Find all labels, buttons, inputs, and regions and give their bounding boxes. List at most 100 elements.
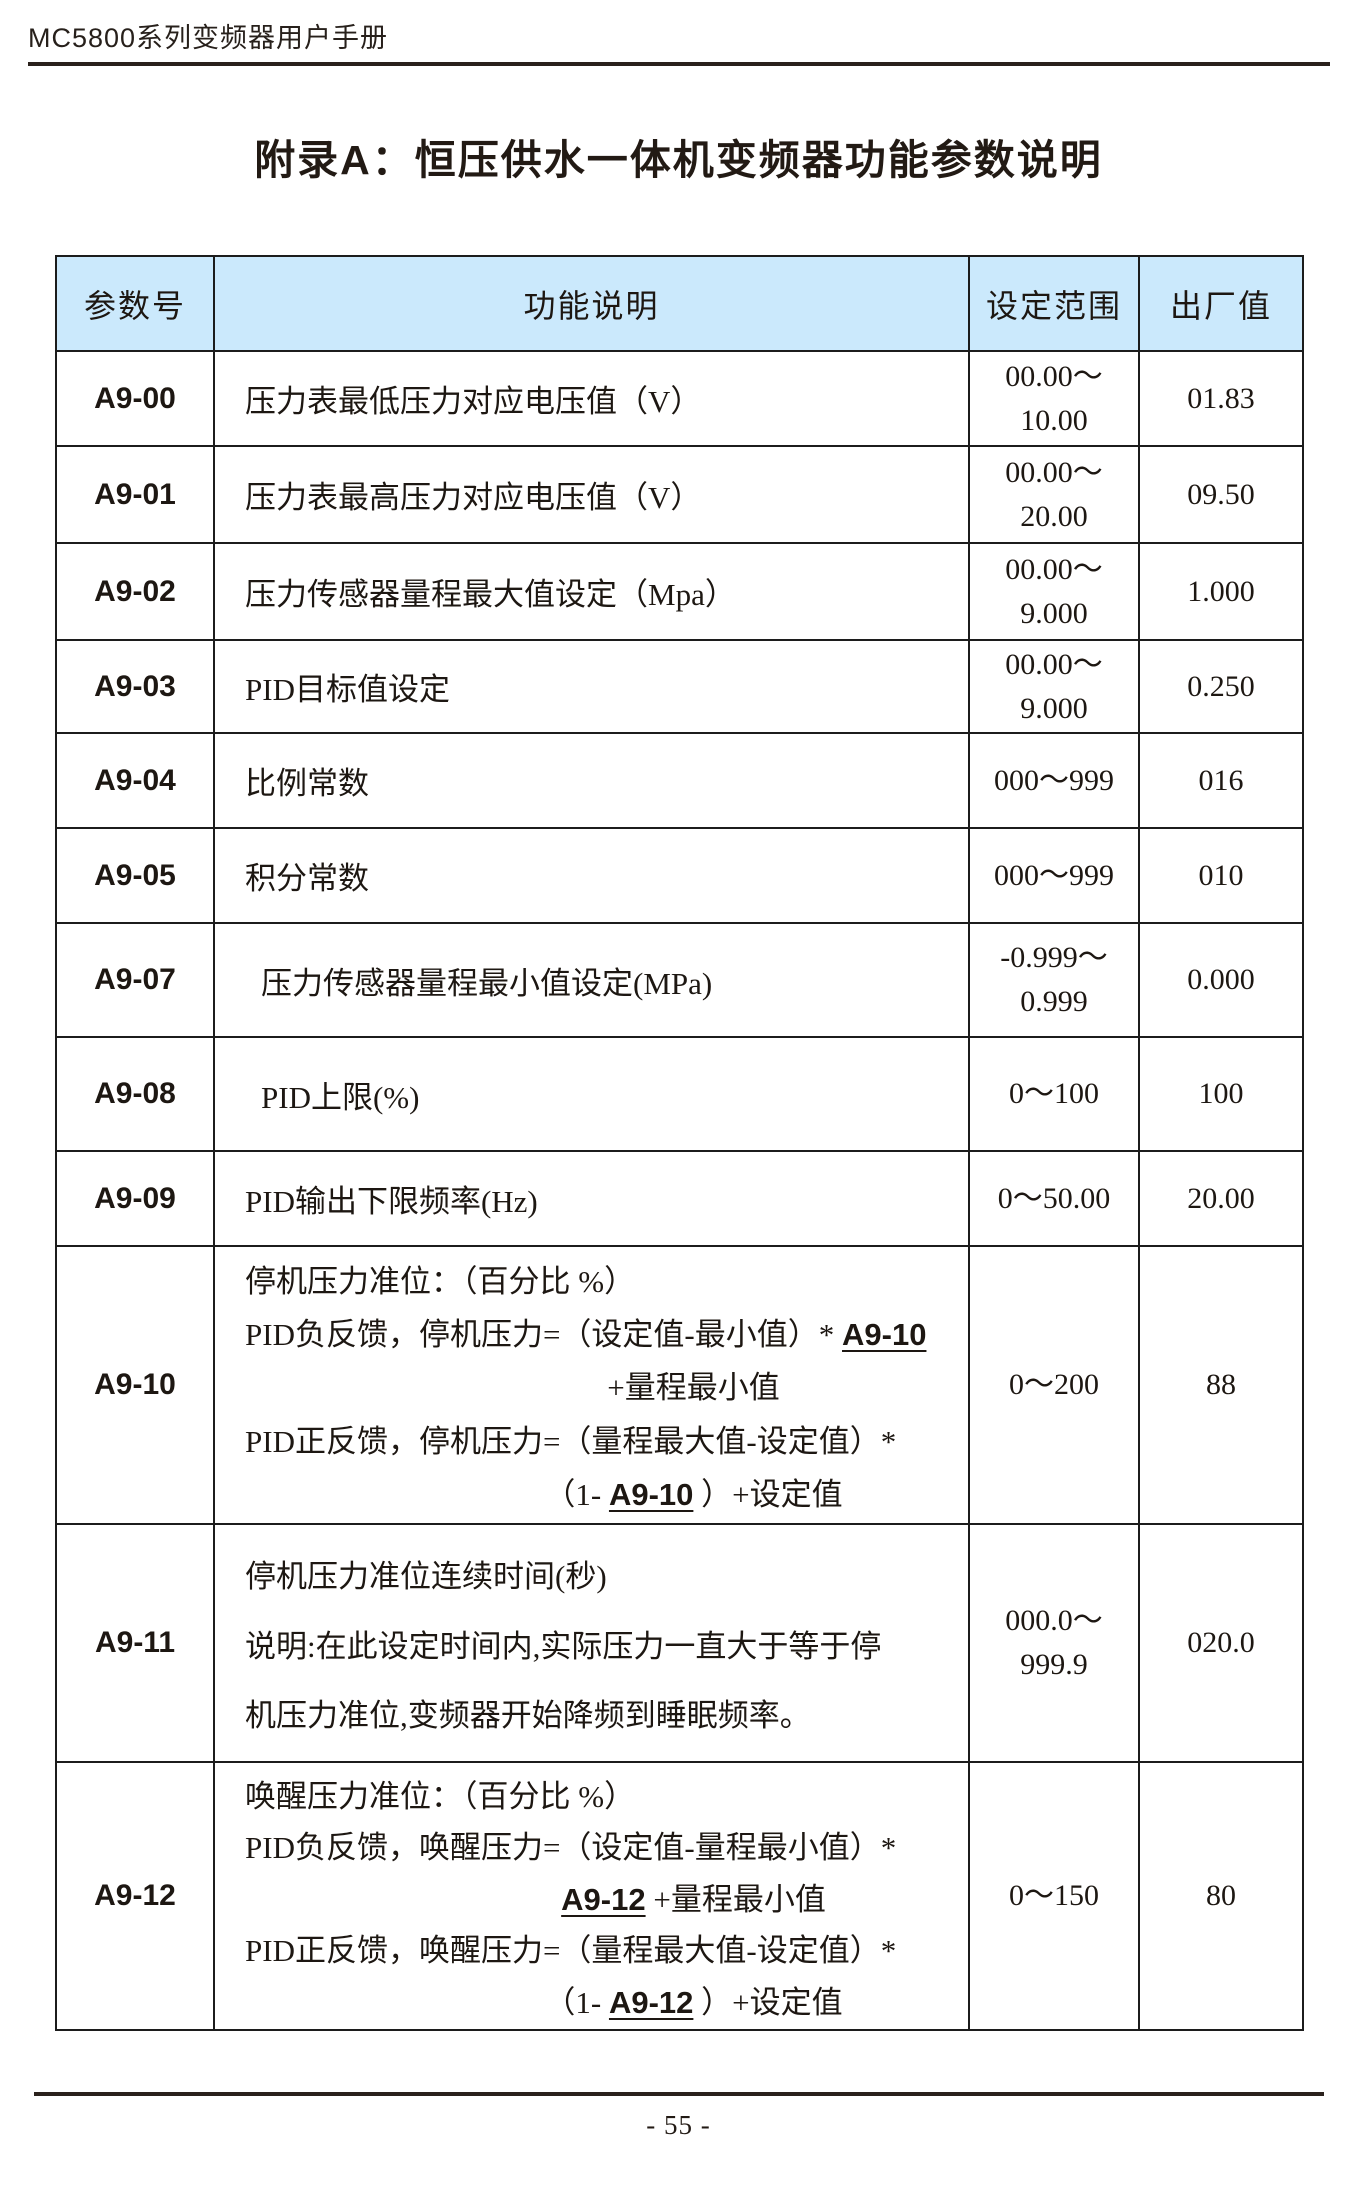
table-row: A9-11 停机压力准位连续时间(秒) 说明:在此设定时间内,实际压力一直大于等于停…	[55, 1523, 1304, 1763]
param-id-cell: A9-02	[55, 542, 215, 641]
setting-range-cell: 000.0～ 999.9	[968, 1523, 1140, 1763]
function-desc-line: PID正反馈，停机压力=（量程最大值-设定值）*	[215, 1416, 968, 1461]
default-value-cell: 20.00	[1138, 1150, 1304, 1247]
function-desc-line: PID目标值设定	[215, 664, 968, 709]
setting-range-line: 0～50.00	[997, 1181, 1111, 1215]
setting-range-cell: 00.00～ 20.00	[968, 445, 1140, 544]
setting-range-line: 00.00～	[1005, 455, 1103, 489]
function-desc-cell: PID目标值设定	[213, 639, 970, 734]
setting-range-line: 000.0～	[1005, 1604, 1103, 1637]
default-value-cell: 016	[1138, 732, 1304, 829]
param-cross-reference: A9-12	[608, 1984, 694, 2020]
footer-divider	[34, 2092, 1324, 2096]
desc-text: ）+设定值	[693, 1476, 843, 1512]
param-id-cell: A9-10	[55, 1245, 215, 1525]
setting-range-cell: 0～100	[968, 1036, 1140, 1152]
desc-text: PID负反馈，唤醒压力=（设定值-量程最小值）*	[245, 1830, 897, 1865]
function-desc-line: 停机压力准位：（百分比 %）	[215, 1256, 968, 1301]
function-desc-line: 压力表最高压力对应电压值（V）	[215, 472, 968, 517]
function-desc-cell: PID上限(%)	[213, 1036, 970, 1152]
param-id-cell: A9-01	[55, 445, 215, 544]
table-row: A9-10 停机压力准位：（百分比 %） PID负反馈，停机压力=（设定值-最小值）…	[55, 1245, 1304, 1525]
column-header-function-desc: 功能说明	[213, 255, 970, 352]
setting-range-cell: 00.00～ 9.000	[968, 542, 1140, 641]
desc-text: PID上限(%)	[261, 1079, 420, 1115]
table-row: A9-09 PID输出下限频率(Hz) 0～50.00 20.00	[55, 1150, 1304, 1247]
param-id-cell: A9-04	[55, 732, 215, 829]
desc-text: +量程最小值	[607, 1370, 780, 1406]
desc-text: PID输出下限频率(Hz)	[245, 1184, 538, 1219]
function-desc-line: 压力传感器量程最大值设定（Mpa）	[215, 569, 968, 614]
table-row: A9-04 比例常数 000～999 016	[55, 732, 1304, 829]
desc-text: 压力传感器量程最小值设定(MPa)	[261, 965, 713, 1001]
table-row: A9-00 压力表最低压力对应电压值（V） 00.00～ 10.00 01.83	[55, 350, 1304, 447]
table-row: A9-07 压力传感器量程最小值设定(MPa) -0.999～ 0.999 0.000	[55, 922, 1304, 1038]
table-row: A9-01 压力表最高压力对应电压值（V） 00.00～ 20.00 09.50	[55, 445, 1304, 544]
function-desc-line: 压力传感器量程最小值设定(MPa)	[215, 958, 968, 1003]
desc-text: ）+设定值	[693, 1984, 843, 2020]
function-desc-cell: 唤醒压力准位：（百分比 %） PID负反馈，唤醒压力=（设定值-量程最小值）* A9…	[213, 1761, 970, 2031]
function-desc-cell: 积分常数	[213, 827, 970, 924]
default-value-cell: 0.250	[1138, 639, 1304, 734]
setting-range-cell: 00.00～ 9.000	[968, 639, 1140, 734]
function-desc-cell: 比例常数	[213, 732, 970, 829]
setting-range-line: 999.9	[1020, 1648, 1088, 1681]
setting-range-cell: 000～999	[968, 732, 1140, 829]
function-desc-line: 机压力准位,变频器开始降频到睡眠频率。	[215, 1690, 968, 1735]
param-cross-reference: A9-12	[561, 1881, 646, 1917]
desc-text: PID正反馈，停机压力=（量程最大值-设定值）*	[245, 1423, 897, 1459]
desc-text: PID正反馈，唤醒压力=（量程最大值-设定值）*	[245, 1933, 897, 1968]
setting-range-cell: -0.999～ 0.999	[968, 922, 1140, 1038]
table-header-row: 参数号 功能说明 设定范围 出厂值	[55, 255, 1304, 352]
function-desc-cell: PID输出下限频率(Hz)	[213, 1150, 970, 1247]
param-id-cell: A9-03	[55, 639, 215, 734]
function-desc-line: 比例常数	[215, 758, 968, 803]
parameter-table: 参数号 功能说明 设定范围 出厂值 A9-00 压力表最低压力对应电压值（V） 00…	[55, 255, 1304, 2031]
page-title: 附录A：恒压供水一体机变频器功能参数说明	[254, 137, 1103, 183]
function-desc-line: 压力表最低压力对应电压值（V）	[215, 376, 968, 421]
param-id-cell: A9-05	[55, 827, 215, 924]
function-desc-line: （1- A9-12 ）+设定值	[215, 1977, 968, 2022]
setting-range-line: 00.00～	[1005, 647, 1103, 681]
default-value-cell: 80	[1138, 1761, 1304, 2031]
setting-range-line: 0～200	[1009, 1368, 1099, 1401]
table-row: A9-05 积分常数 000～999 010	[55, 827, 1304, 924]
setting-range-line: 000～999	[994, 763, 1114, 797]
desc-text: 机压力准位,变频器开始降频到睡眠频率。	[245, 1698, 811, 1734]
param-cross-reference: A9-10	[608, 1476, 694, 1512]
setting-range-cell: 0～150	[968, 1761, 1140, 2031]
function-desc-cell: 压力表最低压力对应电压值（V）	[213, 350, 970, 447]
default-value-cell: 1.000	[1138, 542, 1304, 641]
function-desc-line: PID负反馈，停机压力=（设定值-最小值）* A9-10	[215, 1309, 968, 1354]
desc-text: +量程最小值	[645, 1881, 826, 1917]
table-row: A9-08 PID上限(%) 0～100 100	[55, 1036, 1304, 1152]
setting-range-line: 0.999	[1020, 985, 1088, 1018]
table-row: A9-02 压力传感器量程最大值设定（Mpa） 00.00～ 9.000 1.000	[55, 542, 1304, 641]
setting-range-line: -0.999～	[1000, 941, 1108, 974]
column-header-setting-range: 设定范围	[968, 255, 1140, 352]
desc-text: 说明:在此设定时间内,实际压力一直大于等于停	[245, 1628, 882, 1664]
document-header-title: MC5800系列变频器用户手册	[28, 23, 389, 53]
default-value-cell: 88	[1138, 1245, 1304, 1525]
table-row: A9-12 唤醒压力准位：（百分比 %） PID负反馈，唤醒压力=（设定值-量程最小…	[55, 1761, 1304, 2031]
table-row: A9-03 PID目标值设定 00.00～ 9.000 0.250	[55, 639, 1304, 734]
default-value-cell: 100	[1138, 1036, 1304, 1152]
param-id-cell: A9-08	[55, 1036, 215, 1152]
function-desc-line: PID上限(%)	[215, 1072, 968, 1117]
function-desc-line: 积分常数	[215, 853, 968, 898]
default-value-cell: 0.000	[1138, 922, 1304, 1038]
default-value-cell: 09.50	[1138, 445, 1304, 544]
function-desc-line: PID输出下限频率(Hz)	[215, 1176, 968, 1221]
setting-range-cell: 00.00～ 10.00	[968, 350, 1140, 447]
param-id-cell: A9-12	[55, 1761, 215, 2031]
desc-text: 比例常数	[245, 766, 369, 801]
function-desc-line: 说明:在此设定时间内,实际压力一直大于等于停	[215, 1621, 968, 1666]
desc-text: 积分常数	[245, 861, 369, 896]
desc-text: 压力表最低压力对应电压值（V）	[245, 384, 702, 419]
default-value-cell: 010	[1138, 827, 1304, 924]
header-divider	[28, 62, 1330, 66]
function-desc-cell: 压力传感器量程最大值设定（Mpa）	[213, 542, 970, 641]
function-desc-line: 停机压力准位连续时间(秒)	[215, 1551, 968, 1596]
setting-range-line: 00.00～	[1005, 359, 1103, 393]
